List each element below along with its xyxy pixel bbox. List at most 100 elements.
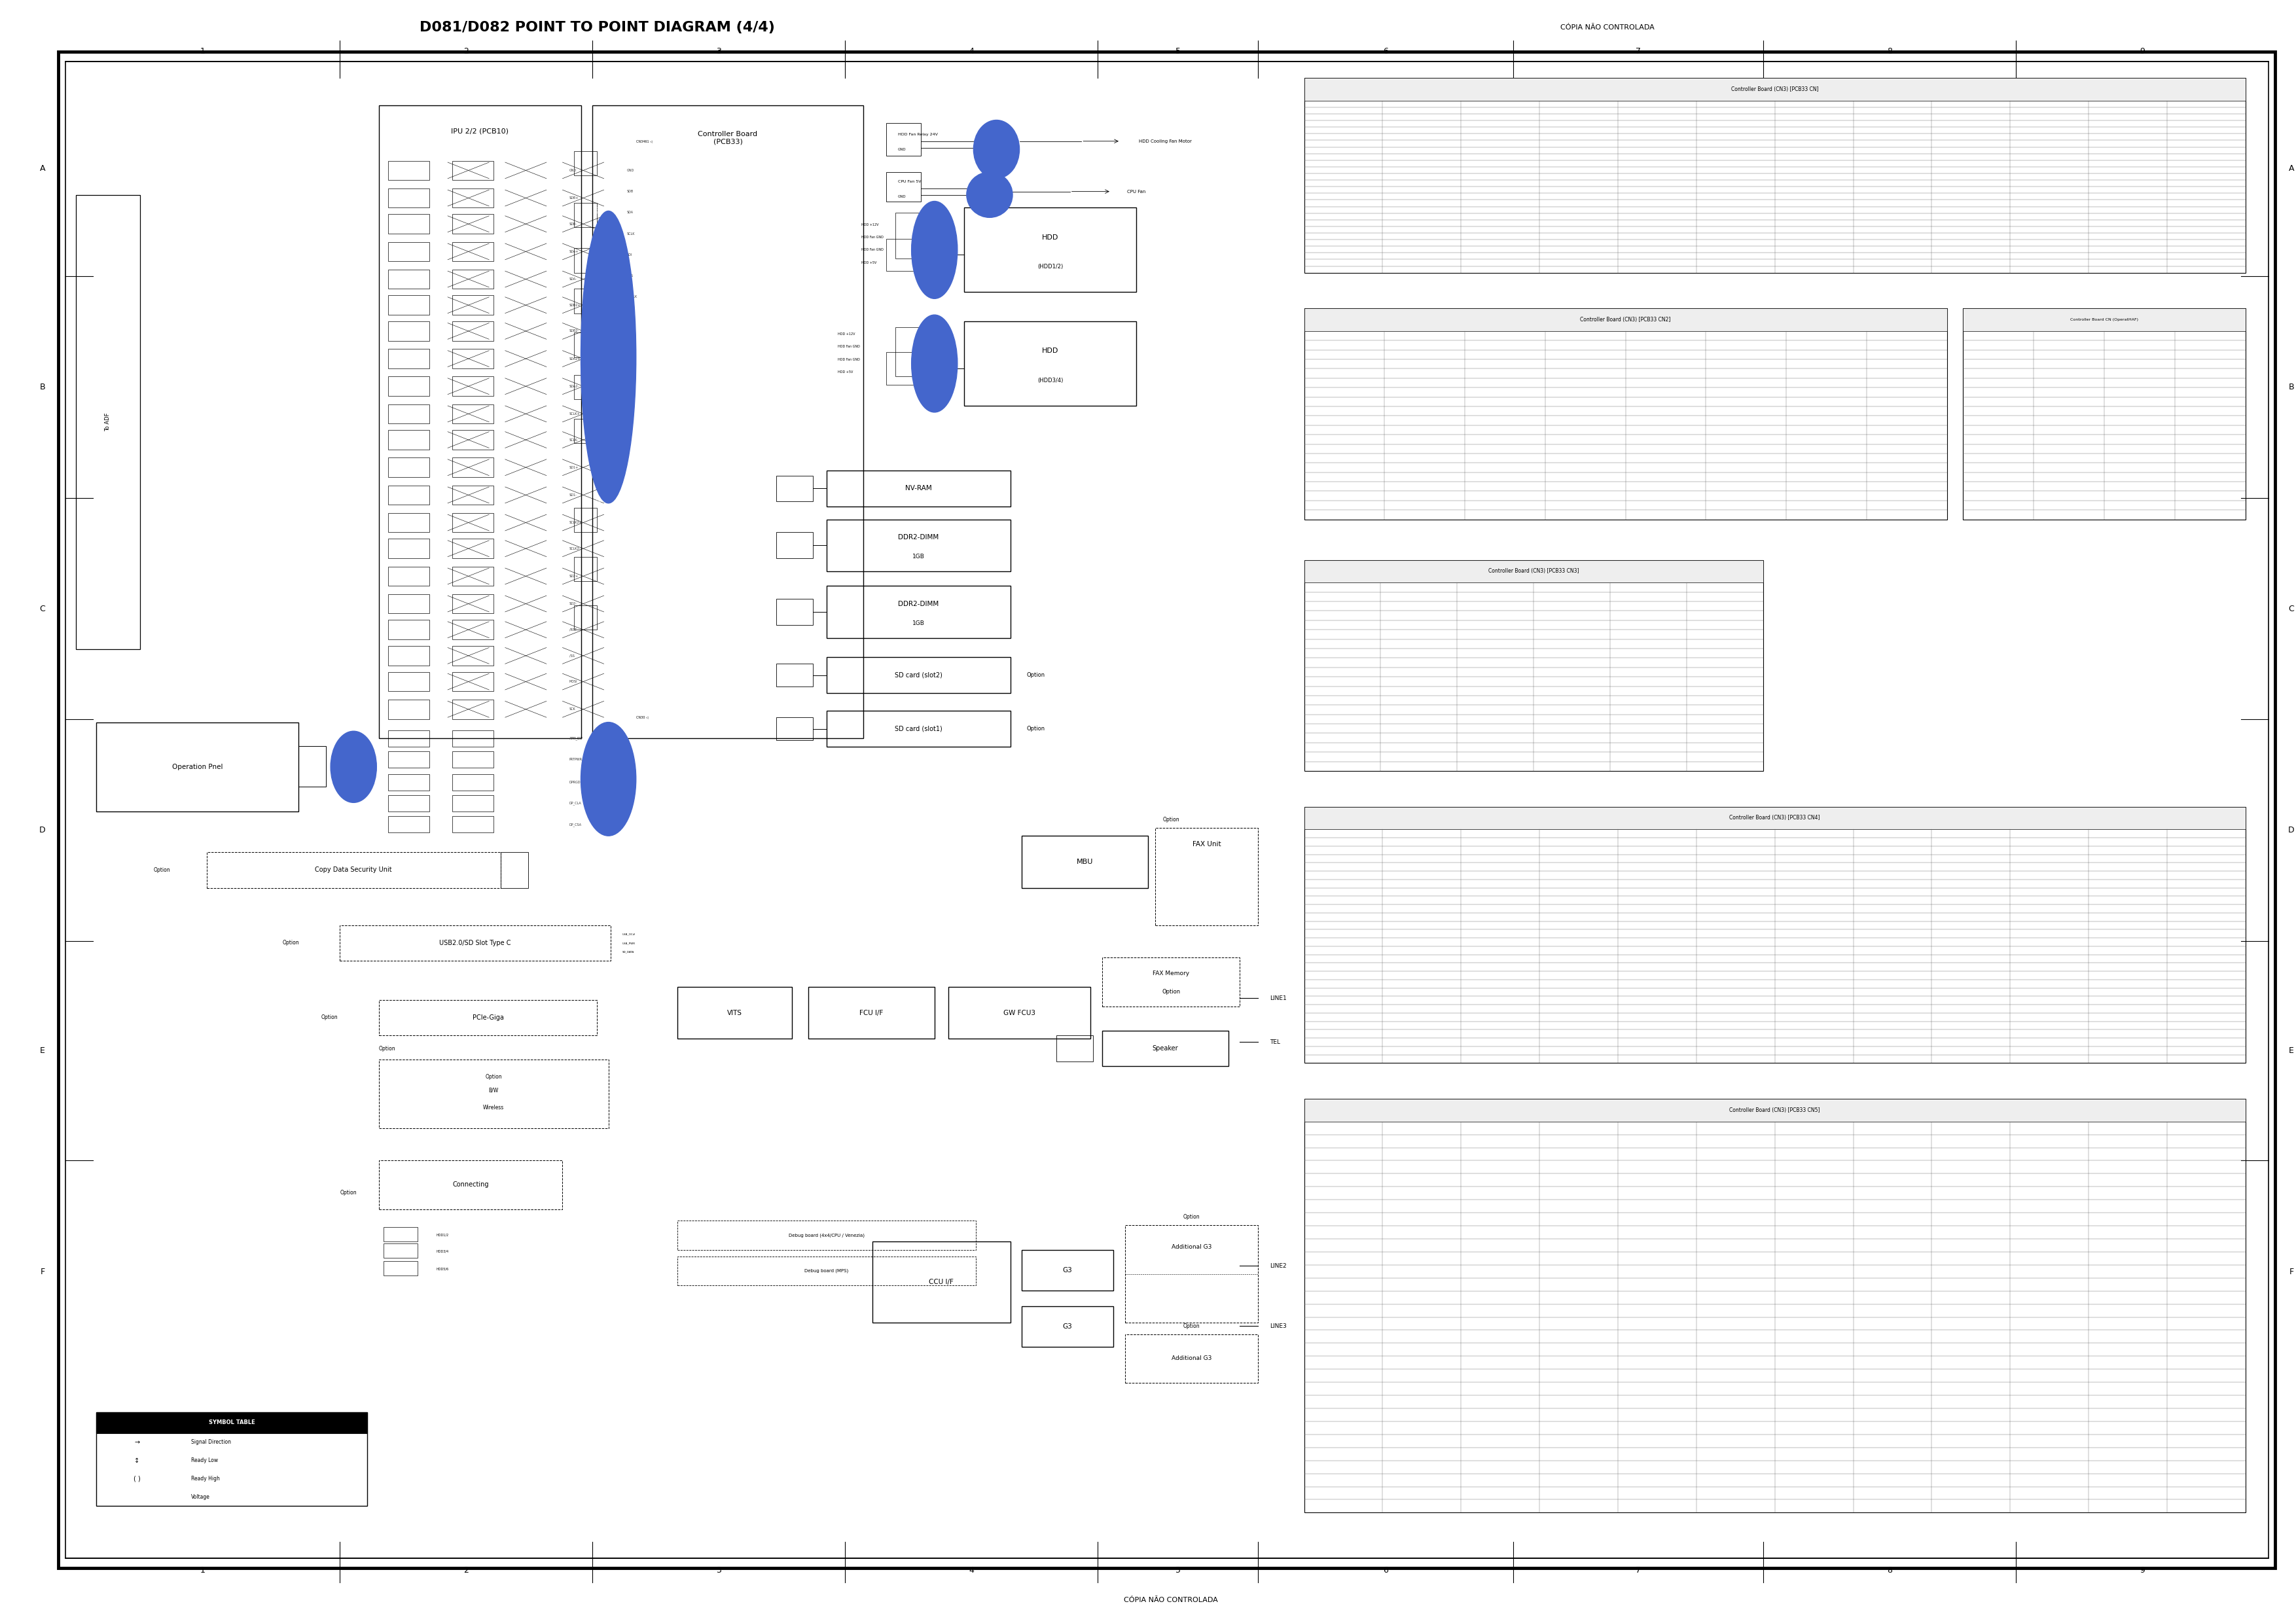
Text: A: A	[39, 164, 46, 174]
Bar	[452, 458, 494, 477]
Bar	[1022, 1307, 1114, 1347]
Bar	[886, 239, 914, 271]
Bar	[452, 404, 494, 424]
Text: CÓPIA NÃO CONTROLADA: CÓPIA NÃO CONTROLADA	[1125, 1597, 1217, 1604]
Text: 6: 6	[1382, 1566, 1389, 1574]
Bar	[574, 333, 597, 357]
Text: GND: GND	[898, 148, 907, 151]
Bar	[452, 377, 494, 396]
Ellipse shape	[967, 172, 1013, 217]
Bar	[452, 214, 494, 234]
Bar	[948, 987, 1091, 1039]
Bar	[452, 485, 494, 505]
Text: 6: 6	[1382, 47, 1389, 55]
Bar	[886, 123, 921, 156]
Bar	[827, 586, 1010, 638]
Text: CN
1: CN 1	[994, 146, 999, 153]
Text: Ready Low: Ready Low	[191, 1457, 218, 1464]
Text: FAX Memory: FAX Memory	[1153, 971, 1189, 975]
Text: DDR2-DIMM: DDR2-DIMM	[898, 534, 939, 540]
Bar	[388, 404, 429, 424]
Text: SCK: SCK	[569, 708, 576, 711]
Text: DP_CSA: DP_CSA	[569, 823, 581, 826]
Bar	[923, 239, 951, 271]
Bar	[388, 458, 429, 477]
Text: LINE3: LINE3	[1270, 1323, 1286, 1329]
Bar	[383, 1227, 418, 1242]
Bar	[1022, 1250, 1114, 1290]
Bar	[1125, 1334, 1258, 1383]
Text: HDD Cooling Fan Motor: HDD Cooling Fan Motor	[1139, 140, 1192, 143]
Text: /RST: /RST	[569, 628, 576, 631]
Text: Copy Data Security Unit: Copy Data Security Unit	[315, 867, 393, 873]
Bar	[207, 852, 501, 888]
Bar	[388, 539, 429, 558]
Bar	[452, 566, 494, 586]
Bar	[776, 599, 813, 625]
Bar	[452, 594, 494, 613]
Text: Option: Option	[282, 940, 298, 946]
Text: SCLK2+: SCLK2+	[569, 521, 583, 524]
Text: 8: 8	[1887, 47, 1892, 55]
Text: Controller Board
(PCB33): Controller Board (PCB33)	[698, 131, 758, 144]
Text: Additional G3: Additional G3	[1171, 1243, 1212, 1250]
Text: (HDD1/2): (HDD1/2)	[1038, 265, 1063, 269]
Bar	[388, 321, 429, 341]
Text: ( ): ( )	[133, 1475, 140, 1482]
Bar	[1963, 308, 2245, 331]
Bar	[574, 203, 597, 227]
Bar	[1304, 807, 2245, 829]
Text: HDD Fan GND: HDD Fan GND	[861, 235, 884, 239]
Text: 3: 3	[716, 1566, 721, 1574]
Bar	[388, 513, 429, 532]
Text: Option: Option	[379, 1045, 395, 1052]
Text: F: F	[2289, 1268, 2294, 1276]
Bar	[776, 664, 813, 687]
Text: Ready High: Ready High	[191, 1475, 220, 1482]
Text: Controller Board (CN3) [PCB33 CN]: Controller Board (CN3) [PCB33 CN]	[1731, 86, 1818, 93]
Text: D081/D082 POINT TO POINT DIAGRAM (4/4): D081/D082 POINT TO POINT DIAGRAM (4/4)	[420, 21, 774, 34]
Text: LINE1: LINE1	[1270, 995, 1286, 1001]
Bar	[1304, 78, 2245, 273]
Bar	[1304, 560, 1763, 771]
Text: 4: 4	[969, 47, 974, 55]
Bar	[452, 242, 494, 261]
Text: HDD +5V: HDD +5V	[861, 261, 877, 265]
Bar	[1304, 78, 2245, 101]
Bar	[379, 105, 581, 738]
Text: Option: Option	[154, 867, 170, 873]
Text: 7: 7	[1635, 47, 1642, 55]
Text: Wireless: Wireless	[482, 1105, 505, 1110]
Text: CCU I/F: CCU I/F	[930, 1279, 953, 1285]
Text: DP_CLA: DP_CLA	[569, 802, 581, 805]
Bar	[388, 269, 429, 289]
Text: GND: GND	[569, 169, 576, 172]
Ellipse shape	[912, 315, 957, 412]
Text: SDCLK: SDCLK	[627, 295, 638, 299]
Text: SD1+: SD1+	[569, 466, 579, 469]
Text: HDD Fan Relay 24V: HDD Fan Relay 24V	[898, 133, 937, 136]
Text: D0B5
375: D0B5 375	[349, 764, 358, 769]
Bar	[452, 430, 494, 450]
Bar	[452, 539, 494, 558]
Bar	[388, 377, 429, 396]
Text: /SS: /SS	[569, 654, 574, 657]
Text: 2: 2	[464, 1566, 468, 1574]
Bar	[776, 476, 813, 502]
Text: SD2+: SD2+	[569, 575, 579, 578]
Bar	[1304, 1099, 2245, 1513]
Bar	[388, 242, 429, 261]
Text: 1GB: 1GB	[912, 620, 925, 626]
Text: CN30 ◁: CN30 ◁	[636, 716, 647, 719]
Text: CN3
461: CN3 461	[597, 208, 602, 214]
Bar	[1125, 1225, 1258, 1323]
Text: G3: G3	[1063, 1323, 1072, 1331]
Bar	[379, 1000, 597, 1035]
Text: Controller Board CN (OperatHAF): Controller Board CN (OperatHAF)	[2071, 318, 2138, 321]
Text: C: C	[39, 604, 46, 613]
Text: CPU Fan 5V: CPU Fan 5V	[898, 180, 921, 183]
Bar	[886, 172, 921, 201]
Bar	[895, 213, 932, 258]
Text: C: C	[2289, 604, 2294, 613]
Ellipse shape	[581, 211, 636, 503]
